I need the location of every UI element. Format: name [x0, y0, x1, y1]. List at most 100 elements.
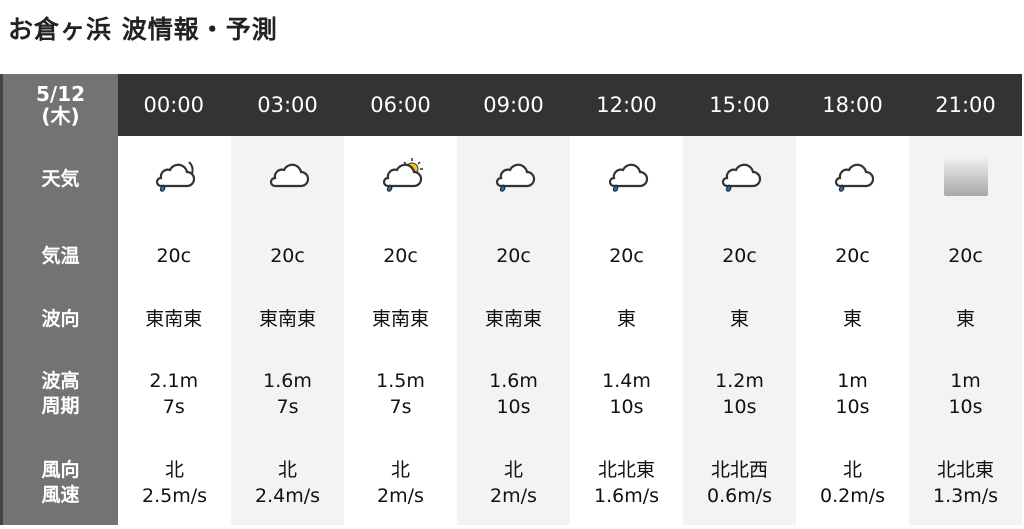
forecast-table: 5/12 (木) 00:00 03:00 06:00 09:00 12:00 15:00 18:… [0, 74, 1022, 525]
wave-height-cell: 1m 10s [796, 348, 909, 440]
temperature: 20c [835, 245, 870, 267]
time-header: 09:00 [457, 74, 570, 136]
cloudy-sun-rain-icon [376, 157, 426, 199]
no-data-icon [943, 155, 988, 201]
temp-cell: 20c [909, 222, 1022, 290]
temperature: 20c [496, 245, 531, 267]
weather-cell [796, 136, 909, 222]
wave-period: 10s [496, 396, 531, 418]
time-label: 18:00 [822, 93, 883, 117]
wave-period: 10s [835, 396, 870, 418]
wave-direction: 東 [842, 308, 862, 330]
time-label: 09:00 [483, 93, 544, 117]
wave-direction: 東南東 [371, 308, 429, 330]
wave-height-cell: 1m 10s [909, 348, 1022, 440]
time-header: 15:00 [683, 74, 796, 136]
wind-cell: 北 2.4m/s [231, 440, 344, 525]
wave-direction: 東 [729, 308, 749, 330]
wave-height-cell: 2.1m 7s [118, 348, 231, 440]
wind-speed: 0.2m/s [819, 484, 886, 507]
row-label-wave-dir: 波向 [0, 290, 118, 348]
wave-height: 1.6m [263, 370, 312, 392]
temp-cell: 20c [796, 222, 909, 290]
temp-cell: 20c [457, 222, 570, 290]
wind-cell: 北 2m/s [457, 440, 570, 525]
wave-period: 7s [276, 396, 299, 418]
temp-cell: 20c [683, 222, 796, 290]
wave-direction: 東南東 [258, 308, 316, 330]
weather-cell [118, 136, 231, 222]
temperature: 20c [156, 245, 192, 267]
wave-height: 1.5m [376, 370, 425, 392]
wind-direction: 北北東 [936, 458, 994, 481]
weather-cell [344, 136, 457, 222]
wave-dir-cell: 東南東 [118, 290, 231, 348]
wind-cell: 北北東 1.3m/s [909, 440, 1022, 525]
wave-height: 1.4m [602, 370, 651, 392]
wave-height: 1.6m [489, 370, 538, 392]
temperature: 20c [270, 245, 305, 267]
weekday: (木) [41, 104, 80, 128]
wind-direction: 北 [390, 458, 410, 481]
wave-direction: 東 [955, 308, 975, 330]
temperature: 20c [722, 245, 757, 267]
time-header: 06:00 [344, 74, 457, 136]
wave-direction: 東南東 [145, 308, 203, 330]
cloudy-rain-icon [715, 163, 765, 199]
temperature: 20c [383, 245, 418, 267]
cloudy-rain-icon [602, 163, 652, 199]
temp-cell: 20c [344, 222, 457, 290]
wind-cell: 北北東 1.6m/s [570, 440, 683, 525]
wind-direction: 北北東 [597, 458, 655, 481]
row-label-wind: 風向 風速 [0, 440, 118, 525]
time-header: 12:00 [570, 74, 683, 136]
wave-height: 2.1m [149, 370, 199, 392]
wave-dir-cell: 東南東 [344, 290, 457, 348]
wave-dir-cell: 東 [570, 290, 683, 348]
temp-cell: 20c [118, 222, 231, 290]
time-label: 06:00 [370, 93, 431, 117]
wind-direction: 北 [842, 458, 862, 481]
wave-period: 10s [722, 396, 757, 418]
wind-speed: 1.6m/s [593, 484, 660, 507]
wave-dir-cell: 東南東 [457, 290, 570, 348]
wind-speed: 0.6m/s [706, 484, 773, 507]
cloudy-moon-rain-icon [149, 160, 199, 199]
wave-height-cell: 1.2m 10s [683, 348, 796, 440]
wave-height-cell: 1.6m 10s [457, 348, 570, 440]
wave-height-cell: 1.5m 7s [344, 348, 457, 440]
cloudy-rain-icon [828, 163, 878, 199]
date: 5/12 [35, 82, 86, 106]
wave-direction: 東南東 [484, 308, 542, 330]
row-label-temp: 気温 [0, 222, 118, 290]
wave-height: 1m [837, 370, 868, 392]
wind-cell: 北 2.5m/s [118, 440, 231, 525]
cloudy-icon [263, 163, 313, 199]
wind-direction: 北 [277, 458, 297, 481]
weather-cell [231, 136, 344, 222]
time-label: 03:00 [257, 93, 318, 117]
row-label-wave-height-period: 波高 周期 [0, 348, 118, 440]
wave-height-cell: 1.6m 7s [231, 348, 344, 440]
wind-speed: 1.3m/s [932, 484, 999, 507]
wind-cell: 北 2m/s [344, 440, 457, 525]
temperature: 20c [948, 245, 983, 267]
wind-cell: 北北西 0.6m/s [683, 440, 796, 525]
time-label: 21:00 [935, 93, 996, 117]
time-header: 00:00 [118, 74, 231, 136]
weather-cell [457, 136, 570, 222]
wave-dir-cell: 東 [683, 290, 796, 348]
time-label: 12:00 [596, 93, 657, 117]
temperature: 20c [609, 245, 644, 267]
wave-dir-cell: 東南東 [231, 290, 344, 348]
wave-dir-cell: 東 [796, 290, 909, 348]
time-header: 03:00 [231, 74, 344, 136]
cloudy-rain-icon [489, 163, 539, 199]
page-title: お倉ヶ浜 波情報・予測 [8, 15, 278, 44]
time-label: 00:00 [143, 93, 205, 117]
wave-period: 7s [162, 396, 185, 418]
wind-direction: 北 [503, 458, 523, 481]
wave-dir-cell: 東 [909, 290, 1022, 348]
wind-speed: 2m/s [377, 484, 424, 507]
wave-period: 10s [609, 396, 644, 418]
